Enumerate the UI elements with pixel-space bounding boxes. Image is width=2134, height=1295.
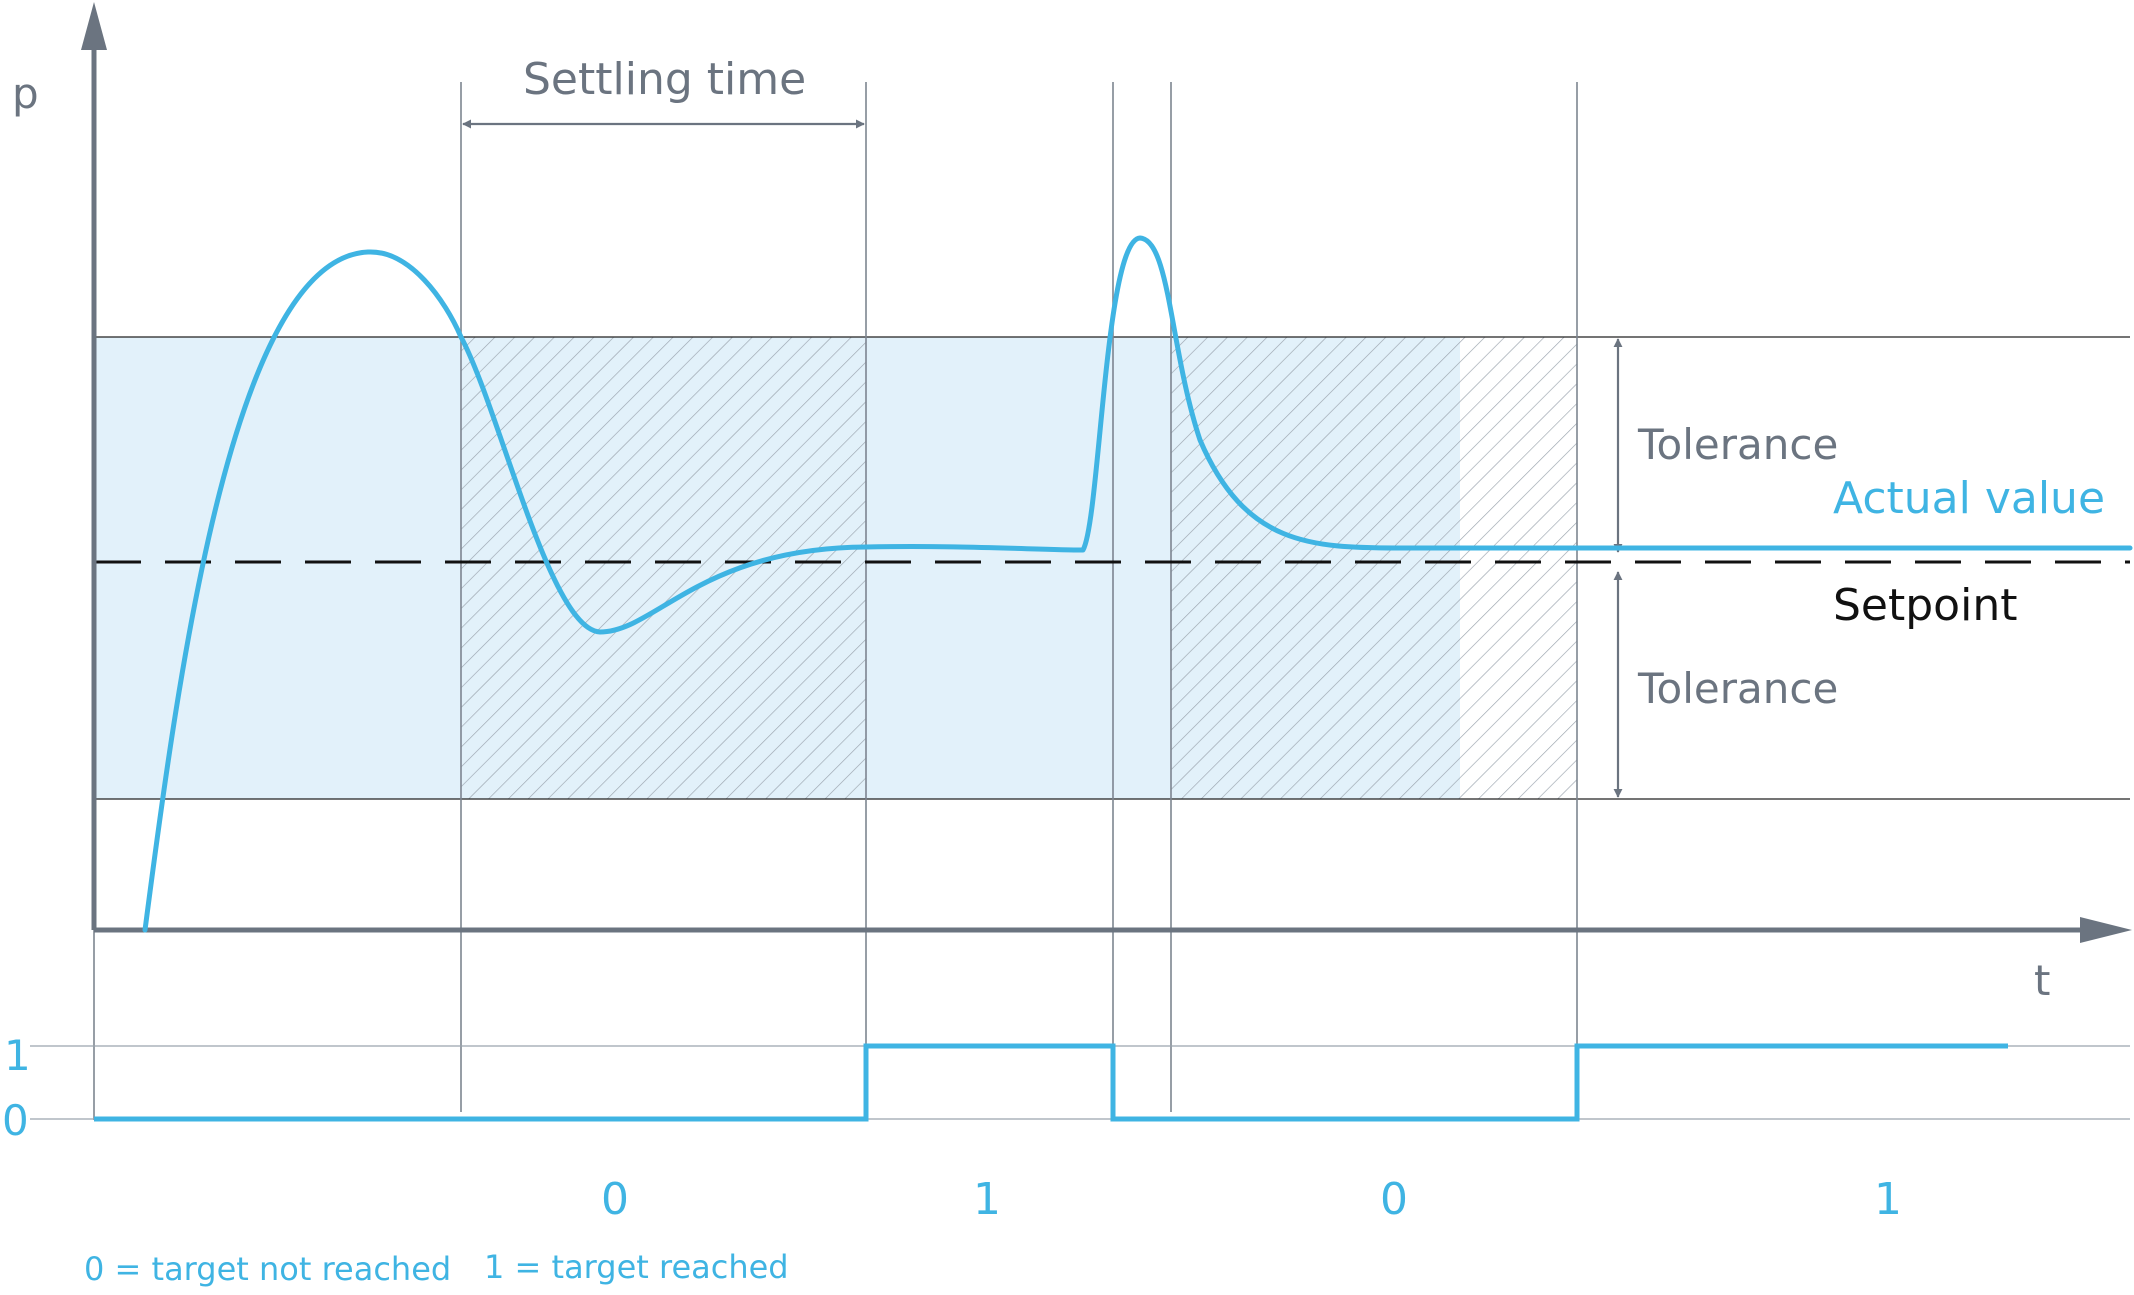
hatched-region-2	[1171, 337, 1577, 799]
signal-level-1-label: 1	[4, 1031, 31, 1080]
y-axis-label: p	[12, 69, 39, 118]
signal-level-0-label: 0	[2, 1096, 29, 1145]
segment-label-1: 0	[601, 1174, 629, 1225]
settling-time-label: Settling time	[523, 54, 806, 105]
hatched-region-1-pattern	[461, 337, 866, 799]
segment-label-3: 0	[1380, 1174, 1408, 1225]
tolerance-upper-label: Tolerance	[1637, 420, 1838, 469]
actual-value-label: Actual value	[1833, 473, 2105, 524]
legend-zero: 0 = target not reached	[84, 1250, 451, 1288]
x-axis-label: t	[2034, 956, 2050, 1005]
actual-value-curve	[142, 235, 2133, 933]
segment-label-2: 1	[973, 1174, 1001, 1225]
y-axis-arrowhead	[81, 2, 107, 50]
setpoint-label: Setpoint	[1833, 580, 2017, 631]
axes	[81, 2, 2132, 943]
legend-one: 1 = target reached	[484, 1248, 789, 1286]
x-axis-arrowhead	[2080, 917, 2132, 943]
tolerance-lower-label: Tolerance	[1637, 664, 1838, 713]
segment-label-4: 1	[1874, 1174, 1902, 1225]
target-reached-signal	[94, 1043, 2008, 1122]
